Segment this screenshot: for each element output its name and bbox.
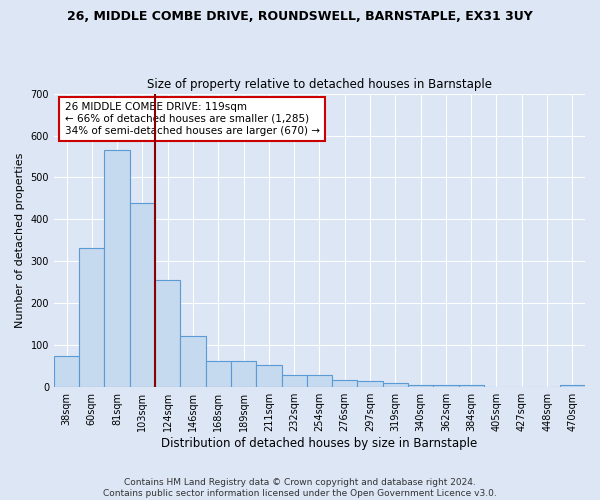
Bar (256, 366, 281, 387)
Bar (206, 361, 231, 387)
Bar (79, 248, 104, 387)
Bar (458, 385, 484, 387)
Bar (104, 150, 130, 387)
Bar (231, 361, 256, 387)
Bar (130, 202, 155, 387)
Text: 26 MIDDLE COMBE DRIVE: 119sqm
← 66% of detached houses are smaller (1,285)
34% o: 26 MIDDLE COMBE DRIVE: 119sqm ← 66% of d… (65, 102, 320, 136)
Bar (433, 385, 458, 387)
Bar (560, 385, 585, 387)
Title: Size of property relative to detached houses in Barnstaple: Size of property relative to detached ho… (147, 78, 492, 91)
X-axis label: Distribution of detached houses by size in Barnstaple: Distribution of detached houses by size … (161, 437, 478, 450)
Bar (332, 380, 358, 387)
Bar (155, 280, 181, 387)
Y-axis label: Number of detached properties: Number of detached properties (15, 152, 25, 328)
Bar (383, 382, 408, 387)
Text: 26, MIDDLE COMBE DRIVE, ROUNDSWELL, BARNSTAPLE, EX31 3UY: 26, MIDDLE COMBE DRIVE, ROUNDSWELL, BARN… (67, 10, 533, 23)
Bar (307, 376, 332, 387)
Bar (358, 381, 383, 387)
Bar (54, 356, 79, 387)
Bar (408, 385, 433, 387)
Text: Contains HM Land Registry data © Crown copyright and database right 2024.
Contai: Contains HM Land Registry data © Crown c… (103, 478, 497, 498)
Bar (181, 336, 206, 387)
Bar (281, 376, 307, 387)
